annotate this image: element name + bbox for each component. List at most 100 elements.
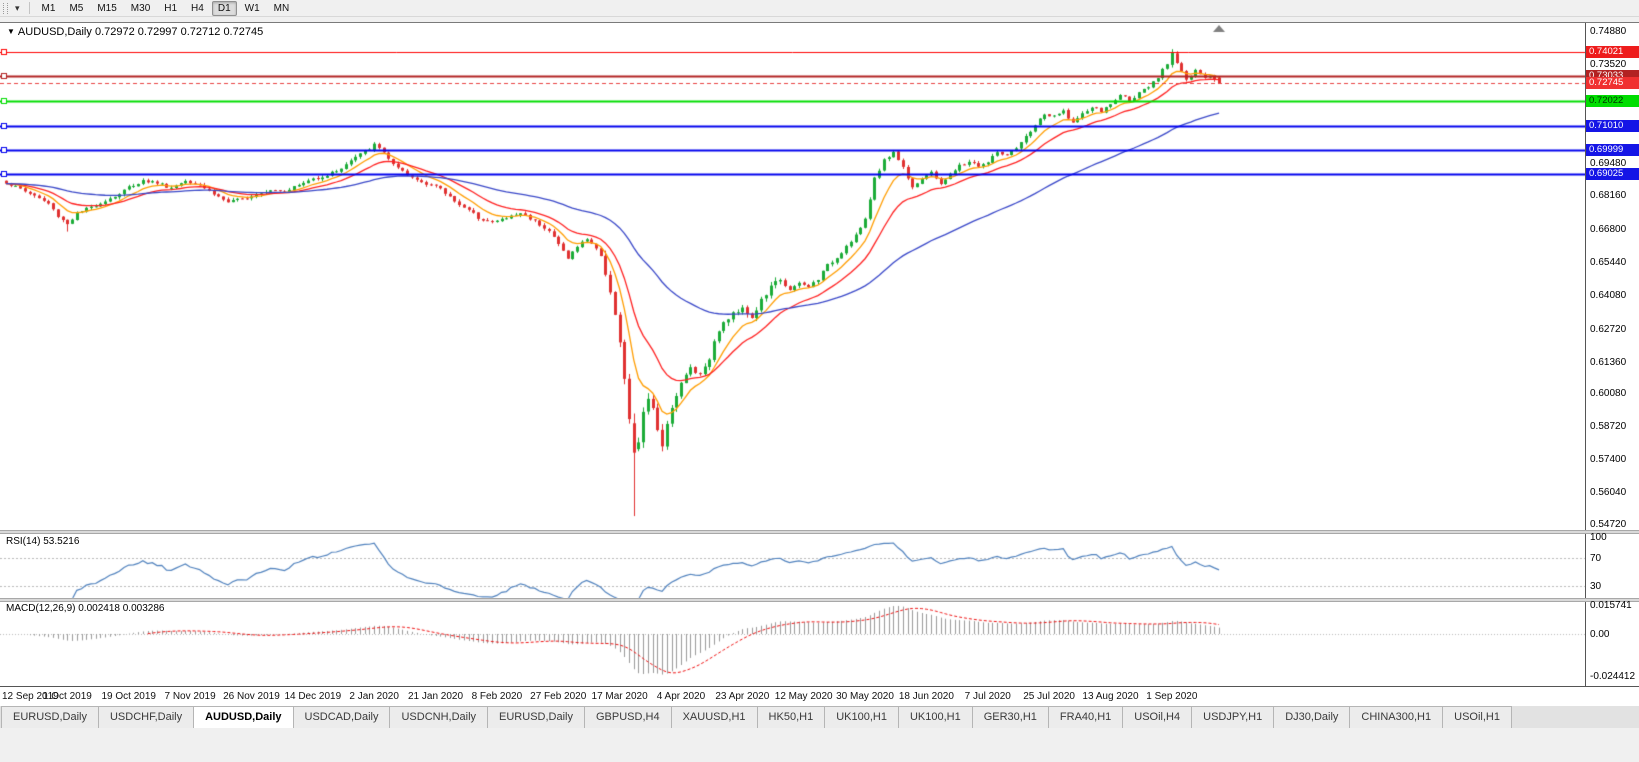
macd-name: MACD(12,26,9) [6, 603, 76, 614]
toolbar-grip[interactable] [3, 2, 8, 14]
chart-tab-audusd-daily[interactable]: AUDUSD,Daily [193, 706, 294, 728]
time-axis-label: 7 Jul 2020 [964, 691, 1011, 702]
time-axis-label: 23 Apr 2020 [715, 691, 770, 702]
price-tag: 0.69999 [1586, 144, 1639, 157]
chart-tab-usdcnh-daily[interactable]: USDCNH,Daily [389, 706, 489, 728]
chart-tab-dj30-daily[interactable]: DJ30,Daily [1273, 706, 1351, 728]
price-tag: 0.72745 [1586, 77, 1639, 90]
price-tag: 0.74021 [1586, 45, 1639, 58]
chart-tab-gbpusd-h4[interactable]: GBPUSD,H4 [584, 706, 672, 728]
price-axis [1585, 23, 1639, 686]
chart-tab-uk100-h1[interactable]: UK100,H1 [897, 706, 973, 728]
panel-splitter[interactable] [0, 530, 1639, 534]
chart-tab-eurusd-daily[interactable]: EURUSD,Daily [1, 706, 99, 728]
price-tag: 0.71010 [1586, 119, 1639, 132]
price-axis-tick: 0.60080 [1590, 388, 1627, 400]
price-axis-tick: 0.65440 [1590, 256, 1627, 268]
price-axis-tick: 0.54720 [1590, 519, 1627, 531]
panel-splitter[interactable] [0, 598, 1639, 602]
time-axis-label: 8 Feb 2020 [471, 691, 523, 702]
price-axis-tick: 0.69480 [1590, 158, 1627, 170]
chart-low-value: 0.72712 [180, 26, 221, 38]
time-axis-label: 21 Jan 2020 [407, 691, 464, 702]
price-axis-tick: 0.64080 [1590, 290, 1627, 302]
macd-indicator-label: MACD(12,26,9) 0.002418 0.003286 [4, 603, 167, 614]
rsi-axis-label: 70 [1590, 553, 1602, 565]
time-axis-label: 14 Dec 2019 [284, 691, 342, 702]
timeframe-button-m1[interactable]: M1 [41, 2, 56, 14]
chart-tab-usoil-h4[interactable]: USOil,H4 [1122, 706, 1193, 728]
timeframe-button-m5[interactable]: M5 [69, 2, 84, 14]
timeframe-button-mn[interactable]: MN [273, 2, 290, 14]
chart-tab-hk50-h1[interactable]: HK50,H1 [756, 706, 826, 728]
rsi-name: RSI(14) [6, 536, 41, 547]
macd-axis-label: -0.024412 [1590, 671, 1636, 682]
chart-canvas[interactable] [0, 23, 1639, 706]
chart-open-value: 0.72972 [94, 26, 135, 38]
chart-title: ▼ AUDUSD,Daily 0.72972 0.72997 0.72712 0.… [5, 26, 266, 38]
chart-close-value: 0.72745 [223, 26, 264, 38]
chart-tab-uk100-h1[interactable]: UK100,H1 [824, 706, 899, 728]
price-tag: 0.72022 [1586, 94, 1639, 107]
toolbar-separator [28, 2, 30, 14]
chart-tab-usdjpy-h1[interactable]: USDJPY,H1 [1191, 706, 1275, 728]
rsi-axis-label: 100 [1590, 532, 1607, 544]
time-axis-label: 27 Feb 2020 [530, 691, 587, 702]
timeframe-button-m30[interactable]: M30 [130, 2, 151, 14]
timeframe-button-h1[interactable]: H1 [164, 2, 178, 14]
time-axis-label: 26 Nov 2019 [223, 691, 280, 702]
toolbar-dropdown-icon[interactable]: ▾ [15, 3, 20, 13]
macd-main-value: 0.002418 [78, 603, 120, 614]
chart-tab-usoil-h1[interactable]: USOil,H1 [1442, 706, 1512, 728]
price-axis-tick: 0.56040 [1590, 487, 1627, 499]
chart-dropdown-icon[interactable]: ▼ [7, 27, 15, 36]
time-axis-label: 7 Nov 2019 [164, 691, 216, 702]
price-axis-tick: 0.66800 [1590, 223, 1627, 235]
chart-tab-bar: EURUSD,Daily USDCHF,Daily AUDUSD,Daily USDC… [0, 705, 1639, 728]
time-axis-label: 4 Apr 2020 [656, 691, 706, 702]
macd-signal-value: 0.003286 [122, 603, 165, 614]
chart-window: 12 Sep 2019 1 Oct 2019 19 Oct 2019 7 Nov 20… [0, 22, 1639, 706]
timeframe-button-d1[interactable]: D1 [211, 0, 237, 16]
chart-tab-ger30-h1[interactable]: GER30,H1 [971, 706, 1049, 728]
price-tag: 0.69025 [1586, 168, 1639, 181]
timeframe-button-m15[interactable]: M15 [97, 2, 117, 14]
chart-tab-fra40-h1[interactable]: FRA40,H1 [1047, 706, 1124, 728]
price-axis-tick: 0.62720 [1590, 323, 1627, 335]
time-axis-label: 17 Mar 2020 [591, 691, 648, 702]
price-axis-tick: 0.68160 [1590, 190, 1627, 202]
time-axis-label: 13 Aug 2020 [1082, 691, 1139, 702]
rsi-current-value: 53.5216 [43, 536, 80, 547]
chart-tab-usdchf-daily[interactable]: USDCHF,Daily [97, 706, 195, 728]
time-axis-label: 18 Jun 2020 [898, 691, 954, 702]
price-axis-tick: 0.74880 [1590, 25, 1627, 37]
status-strip [0, 728, 1639, 762]
chart-high-value: 0.72997 [137, 26, 178, 38]
chart-tab-china300-h1[interactable]: CHINA300,H1 [1349, 706, 1444, 728]
timeframe-button-h4[interactable]: H4 [191, 2, 204, 14]
chart-tab-usdcad-daily[interactable]: USDCAD,Daily [292, 706, 391, 728]
timeframe-toolbar: ▾ M1 M5 M15 M30 H1 H4 D1 W1 MN [0, 0, 1639, 17]
price-axis-tick: 0.61360 [1590, 356, 1627, 368]
chart-tab-xauusd-h1[interactable]: XAUUSD,H1 [670, 706, 758, 728]
chart-symbol: AUDUSD,Daily [17, 26, 92, 38]
time-axis-label: 2 Jan 2020 [349, 691, 399, 702]
time-axis-label: 1 Oct 2019 [42, 691, 92, 702]
price-axis-tick: 0.58720 [1590, 421, 1627, 433]
chart-tab-eurusd-daily[interactable]: EURUSD,Daily [487, 706, 585, 728]
time-axis-label: 12 Sep 2019 [2, 691, 59, 702]
timeframe-button-w1[interactable]: W1 [244, 2, 260, 14]
time-axis-label: 30 May 2020 [836, 691, 894, 702]
time-axis-label: 1 Sep 2020 [1146, 691, 1198, 702]
price-axis-tick: 0.73520 [1590, 59, 1627, 71]
time-axis-label: 12 May 2020 [774, 691, 833, 702]
time-axis: 12 Sep 2019 1 Oct 2019 19 Oct 2019 7 Nov 20… [0, 686, 1639, 706]
price-axis-tick: 0.57400 [1590, 453, 1627, 465]
macd-axis-label: 0.00 [1590, 629, 1610, 640]
rsi-indicator-label: RSI(14) 53.5216 [4, 536, 82, 547]
time-axis-label: 19 Oct 2019 [101, 691, 156, 702]
macd-axis-label: 0.015741 [1590, 600, 1632, 611]
rsi-axis-label: 30 [1590, 580, 1602, 592]
time-axis-label: 25 Jul 2020 [1023, 691, 1075, 702]
